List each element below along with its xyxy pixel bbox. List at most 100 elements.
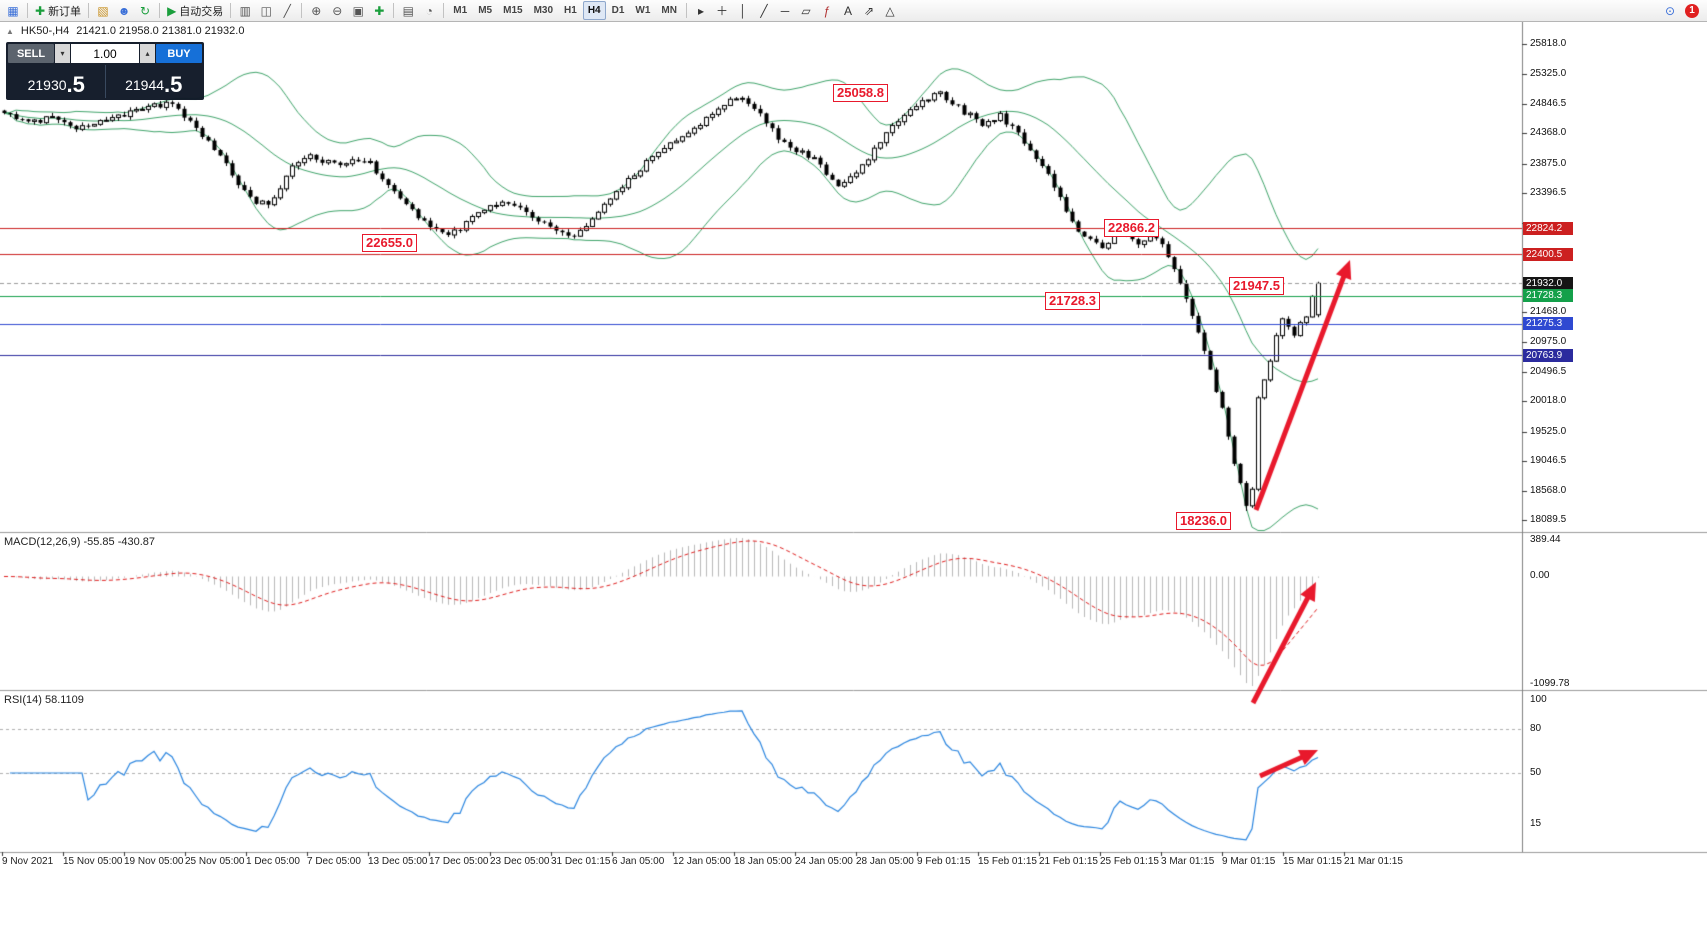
- time-axis-label: 3 Mar 01:15: [1161, 856, 1215, 867]
- timeframe-m5-button[interactable]: M5: [478, 5, 493, 16]
- price-annotation[interactable]: 22655.0: [362, 234, 417, 252]
- refresh-button[interactable]: ↻: [135, 1, 155, 20]
- shapes-button[interactable]: △: [880, 1, 900, 20]
- chart-overlay: ▲ HK50-,H4 21421.0 21958.0 21381.0 21932…: [0, 22, 1707, 946]
- text-button[interactable]: A: [838, 1, 858, 20]
- search-button[interactable]: ⊙: [1660, 1, 1680, 20]
- time-axis-label: 21 Feb 01:15: [1039, 856, 1098, 867]
- buy-price[interactable]: 21944 .5: [106, 65, 203, 98]
- time-axis-label: 25 Nov 05:00: [185, 856, 245, 867]
- rsi-indicator-label: RSI(14) 58.1109: [4, 694, 84, 706]
- chart-area: ▲ HK50-,H4 21421.0 21958.0 21381.0 21932…: [0, 22, 1707, 946]
- time-axis-label: 1 Dec 05:00: [246, 856, 300, 867]
- volume-decrease-button[interactable]: ▾: [55, 44, 70, 63]
- price-axis-label: 18568.0: [1530, 484, 1567, 496]
- shapes-icon: △: [885, 3, 895, 18]
- timeframe-mn-button[interactable]: MN: [661, 5, 677, 16]
- sell-price-pips: .5: [66, 71, 85, 97]
- horizontal-line-button[interactable]: ─: [775, 1, 795, 20]
- price-annotation[interactable]: 18236.0: [1176, 512, 1231, 530]
- indicators-add-button[interactable]: ✚: [369, 1, 389, 20]
- profile-button[interactable]: ☻: [114, 1, 134, 20]
- time-axis-label: 28 Jan 05:00: [856, 856, 914, 867]
- timeframe-d1-button[interactable]: D1: [611, 5, 625, 16]
- sell-button[interactable]: SELL: [8, 44, 54, 63]
- crosshair-icon: ＋: [715, 3, 728, 18]
- toolbar-separator: [393, 3, 395, 18]
- price-chart-canvas[interactable]: [0, 22, 1707, 946]
- arrows-icon: ⇗: [863, 3, 874, 18]
- toolbar-separator: [301, 3, 303, 18]
- toolbar: ▦ ✚ 新订单 ▧ ☻ ↻ ▶ 自动交易 ▥ ◫ ╱ ⊕ ⊖ ▣ ✚ ▤ ◔ M1 M5 M15 M30 H1 H4 D1 W1…: [0, 0, 1707, 22]
- one-click-trading-panel: SELL ▾ ▴ BUY 21930 .5 21944 .5: [6, 42, 204, 100]
- price-level-tag: 22400.5: [1523, 247, 1573, 261]
- macd-indicator-label: MACD(12,26,9) -55.85 -430.87: [4, 536, 156, 548]
- time-axis-label: 9 Nov 2021: [2, 856, 54, 867]
- fibonacci-button[interactable]: ƒ: [817, 1, 837, 20]
- price-level-tag: 21932.0: [1523, 276, 1573, 290]
- price-divider: [104, 65, 106, 98]
- buy-button[interactable]: BUY: [156, 44, 202, 63]
- templates-button[interactable]: ▤: [398, 1, 418, 20]
- autotrade-button[interactable]: ▶ 自动交易: [164, 1, 226, 20]
- arrows-button[interactable]: ⇗: [859, 1, 879, 20]
- time-axis-label: 13 Dec 05:00: [368, 856, 428, 867]
- new-order-label: 新订单: [48, 5, 82, 18]
- rsi-axis-label: 15: [1530, 818, 1542, 830]
- channel-button[interactable]: ▱: [796, 1, 816, 20]
- price-axis-label: 24368.0: [1530, 127, 1567, 139]
- timeframe-h1-button[interactable]: H1: [564, 5, 577, 16]
- cursor-button[interactable]: ▸: [691, 1, 711, 20]
- horizontal-line-icon: ─: [780, 3, 790, 18]
- rsi-axis-label: 50: [1530, 767, 1542, 778]
- tile-windows-button[interactable]: ▣: [348, 1, 368, 20]
- crosshair-button[interactable]: ＋: [712, 1, 732, 20]
- zoom-in-button[interactable]: ⊕: [306, 1, 326, 20]
- time-axis-label: 6 Jan 05:00: [612, 856, 665, 867]
- chart-add-button[interactable]: ▧: [93, 1, 113, 20]
- candle-chart-button[interactable]: ◫: [256, 1, 276, 20]
- notification-badge[interactable]: 1: [1685, 3, 1699, 18]
- price-annotation[interactable]: 22866.2: [1104, 219, 1159, 237]
- volume-increase-button[interactable]: ▴: [140, 44, 155, 63]
- price-annotation[interactable]: 21728.3: [1045, 292, 1100, 310]
- line-chart-icon: ╱: [283, 3, 291, 18]
- price-axis-label: 24846.5: [1530, 97, 1567, 109]
- time-axis-label: 9 Mar 01:15: [1222, 856, 1276, 867]
- trendline-button[interactable]: ╱: [754, 1, 774, 20]
- line-chart-button[interactable]: ╱: [277, 1, 297, 20]
- time-axis-label: 18 Jan 05:00: [734, 856, 792, 867]
- chart-window-button[interactable]: ▦: [3, 1, 23, 20]
- price-axis-label: 25818.0: [1530, 38, 1567, 49]
- new-order-button[interactable]: ✚ 新订单: [32, 1, 84, 20]
- price-axis-label: 19525.0: [1530, 425, 1567, 437]
- timeframe-w1-button[interactable]: W1: [635, 5, 651, 16]
- price-annotation[interactable]: 25058.8: [833, 84, 888, 102]
- timeframe-m30-button[interactable]: M30: [533, 5, 554, 16]
- toolbar-separator: [230, 3, 232, 18]
- clock-button[interactable]: ◔: [419, 1, 439, 20]
- cursor-icon: ▸: [697, 3, 704, 18]
- price-axis-label: 25325.0: [1530, 68, 1567, 80]
- sell-price[interactable]: 21930 .5: [8, 65, 105, 98]
- toolbar-right: ⊙ 1: [1660, 1, 1704, 20]
- timeframe-m15-button[interactable]: M15: [503, 5, 523, 16]
- bar-chart-button[interactable]: ▥: [235, 1, 255, 20]
- price-level-tag: 21275.3: [1523, 317, 1573, 331]
- zoom-out-icon: ⊖: [332, 3, 343, 18]
- trendline-icon: ╱: [760, 3, 768, 18]
- zoom-in-icon: ⊕: [311, 3, 322, 18]
- volume-input[interactable]: [71, 44, 139, 63]
- toolbar-separator: [685, 3, 687, 18]
- price-level-tag: 21728.3: [1523, 289, 1573, 303]
- timeframe-m1-button[interactable]: M1: [453, 5, 468, 16]
- time-axis-label: 21 Mar 01:15: [1344, 856, 1403, 867]
- time-axis-label: 25 Feb 01:15: [1100, 856, 1159, 867]
- price-axis-label: 20496.5: [1530, 365, 1567, 377]
- sell-price-main: 21930: [27, 77, 67, 93]
- timeframe-h4-button[interactable]: H4: [582, 1, 606, 20]
- price-annotation[interactable]: 21947.5: [1229, 277, 1284, 295]
- collapse-panel-icon[interactable]: ▲: [6, 26, 14, 36]
- vertical-line-button[interactable]: │: [733, 1, 753, 20]
- zoom-out-button[interactable]: ⊖: [327, 1, 347, 20]
